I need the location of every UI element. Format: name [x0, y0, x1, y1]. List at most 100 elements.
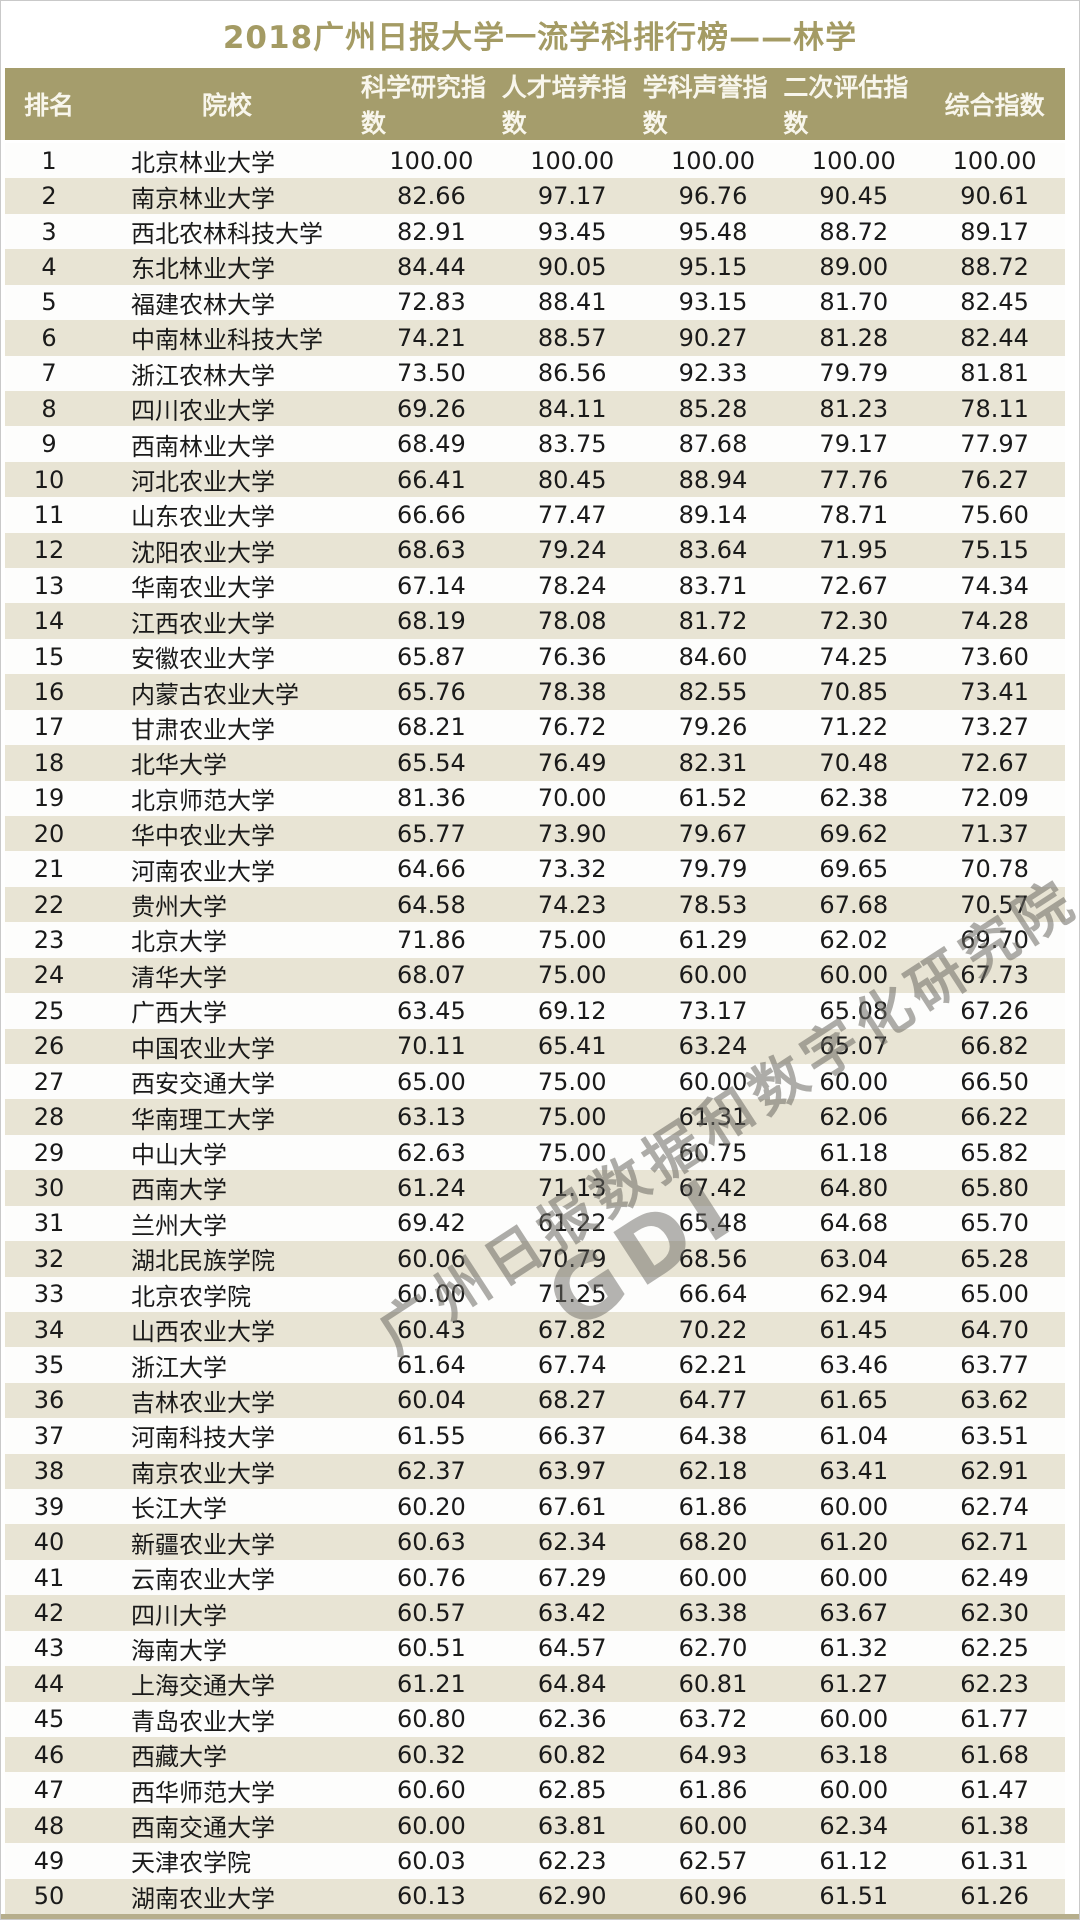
score-science-research: 60.04 — [397, 1386, 466, 1415]
score-discipline-reputation: 64.38 — [678, 1421, 748, 1450]
score-secondary-evaluation: 62.06 — [819, 1103, 889, 1132]
score-composite-index: 67.26 — [960, 996, 1029, 1025]
score-secondary-evaluation: 62.02 — [819, 925, 889, 954]
score-discipline-reputation: 64.77 — [678, 1386, 748, 1415]
institution-cell: 西华师范大学 — [131, 1778, 275, 1807]
score-talent-cultivation: 70.00 — [537, 784, 607, 813]
column-header-institution: 院校 — [201, 91, 252, 120]
score-discipline-reputation: 63.72 — [678, 1705, 748, 1734]
institution-cell: 沈阳农业大学 — [131, 538, 275, 567]
score-composite-index: 63.62 — [960, 1386, 1029, 1415]
score-secondary-evaluation: 61.27 — [819, 1669, 889, 1698]
rank-cell: 8 — [41, 394, 57, 423]
institution-cell: 兰州大学 — [131, 1211, 227, 1240]
score-secondary-evaluation: 62.94 — [819, 1280, 889, 1309]
score-discipline-reputation: 79.79 — [678, 855, 748, 884]
score-discipline-reputation: 73.17 — [678, 996, 748, 1025]
score-composite-index: 62.71 — [960, 1528, 1029, 1557]
institution-cell: 湖北民族学院 — [131, 1247, 275, 1276]
table-row: 32 湖北民族学院 60.06 70.79 68.56 63.04 65.28 — [5, 1241, 1065, 1277]
score-talent-cultivation: 63.97 — [537, 1457, 607, 1486]
table-row: 42 四川大学 60.57 63.42 63.38 63.67 62.30 — [5, 1595, 1065, 1631]
column-header-discipline-reputation: 学科声誉指数 — [642, 73, 768, 138]
score-discipline-reputation: 90.27 — [678, 323, 748, 352]
institution-cell: 西南大学 — [131, 1176, 227, 1205]
institution-cell: 青岛农业大学 — [131, 1707, 275, 1736]
score-discipline-reputation: 89.14 — [678, 500, 748, 529]
score-discipline-reputation: 63.24 — [678, 1032, 748, 1061]
table-row: 14 江西农业大学 68.19 78.08 81.72 72.30 74.28 — [5, 603, 1065, 639]
score-discipline-reputation: 63.38 — [678, 1599, 748, 1627]
rank-cell: 39 — [33, 1492, 65, 1521]
score-science-research: 60.00 — [397, 1811, 466, 1840]
table-row: 45 青岛农业大学 60.80 62.36 63.72 60.00 61.77 — [5, 1701, 1065, 1737]
institution-cell: 西南林业大学 — [131, 432, 275, 461]
score-composite-index: 77.97 — [960, 430, 1029, 459]
institution-cell: 甘肃农业大学 — [131, 715, 275, 744]
score-secondary-evaluation: 61.32 — [819, 1634, 889, 1663]
score-talent-cultivation: 88.57 — [537, 323, 607, 352]
rank-cell: 36 — [33, 1386, 65, 1415]
score-science-research: 61.64 — [397, 1351, 466, 1380]
rank-cell: 29 — [33, 1138, 65, 1167]
score-science-research: 63.13 — [397, 1103, 466, 1132]
rank-cell: 44 — [33, 1669, 65, 1698]
table-rows: 1 北京林业大学 100.00 100.00 100.00 100.00 100.00 2 南京… — [5, 143, 1065, 1915]
score-discipline-reputation: 66.64 — [678, 1280, 748, 1309]
score-secondary-evaluation: 61.51 — [819, 1882, 889, 1911]
rank-cell: 34 — [33, 1315, 65, 1344]
rank-cell: 50 — [33, 1882, 65, 1911]
table-row: 27 西安交通大学 65.00 75.00 60.00 60.00 66.50 — [5, 1063, 1065, 1100]
title-bar: 2018广州日报大学一流学科排行榜——林学 — [1, 1, 1079, 68]
bottom-accent-strip — [1, 1914, 1079, 1919]
score-composite-index: 62.23 — [960, 1669, 1029, 1698]
score-discipline-reputation: 82.31 — [678, 748, 748, 777]
score-composite-index: 73.41 — [960, 678, 1029, 707]
table-row: 33 北京农学院 60.00 71.25 66.64 62.94 65.00 — [5, 1276, 1065, 1312]
score-composite-index: 65.00 — [960, 1280, 1029, 1309]
rank-cell: 26 — [33, 1032, 65, 1061]
rank-cell: 32 — [33, 1244, 65, 1273]
score-secondary-evaluation: 90.45 — [819, 182, 889, 211]
score-talent-cultivation: 67.82 — [537, 1315, 607, 1344]
institution-cell: 北京林业大学 — [131, 149, 275, 178]
institution-cell: 山东农业大学 — [131, 503, 275, 532]
table-row: 1 北京林业大学 100.00 100.00 100.00 100.00 100.00 — [5, 143, 1065, 179]
score-science-research: 82.66 — [397, 182, 466, 211]
score-composite-index: 62.49 — [960, 1563, 1029, 1592]
score-science-research: 60.20 — [397, 1492, 466, 1521]
score-composite-index: 66.50 — [960, 1067, 1029, 1096]
score-talent-cultivation: 75.00 — [537, 925, 607, 954]
institution-cell: 北京农学院 — [131, 1282, 251, 1311]
table-row: 36 吉林农业大学 60.04 68.27 64.77 61.65 63.62 — [5, 1382, 1065, 1419]
column-header-rank: 排名 — [23, 91, 74, 120]
score-secondary-evaluation: 60.00 — [819, 961, 889, 990]
score-secondary-evaluation: 89.00 — [819, 252, 889, 281]
score-science-research: 60.57 — [397, 1599, 466, 1627]
score-talent-cultivation: 75.00 — [537, 1138, 607, 1167]
score-discipline-reputation: 65.48 — [678, 1209, 748, 1238]
table-row: 3 西北农林科技大学 82.91 93.45 95.48 88.72 89.17 — [5, 213, 1065, 250]
score-composite-index: 73.60 — [960, 642, 1029, 671]
score-science-research: 65.00 — [397, 1067, 466, 1096]
table-row: 25 广西大学 63.45 69.12 73.17 65.08 67.26 — [5, 993, 1065, 1029]
score-talent-cultivation: 97.17 — [537, 182, 607, 211]
score-discipline-reputation: 85.28 — [678, 394, 748, 423]
score-talent-cultivation: 69.12 — [537, 996, 607, 1025]
score-composite-index: 61.47 — [960, 1776, 1029, 1805]
score-science-research: 60.03 — [397, 1846, 466, 1875]
score-science-research: 65.87 — [397, 642, 466, 671]
score-composite-index: 88.72 — [960, 252, 1029, 281]
rank-cell: 47 — [33, 1776, 65, 1805]
score-science-research: 60.60 — [397, 1776, 466, 1805]
score-talent-cultivation: 63.81 — [537, 1811, 607, 1840]
score-discipline-reputation: 61.29 — [678, 925, 748, 954]
score-science-research: 65.76 — [397, 678, 466, 707]
score-discipline-reputation: 88.94 — [678, 465, 748, 494]
score-composite-index: 82.45 — [960, 288, 1029, 317]
table-row: 43 海南大学 60.51 64.57 62.70 61.32 62.25 — [5, 1630, 1065, 1667]
score-secondary-evaluation: 61.20 — [819, 1528, 889, 1557]
score-composite-index: 61.31 — [960, 1846, 1029, 1875]
score-discipline-reputation: 84.60 — [678, 642, 748, 671]
score-secondary-evaluation: 67.68 — [819, 890, 889, 919]
